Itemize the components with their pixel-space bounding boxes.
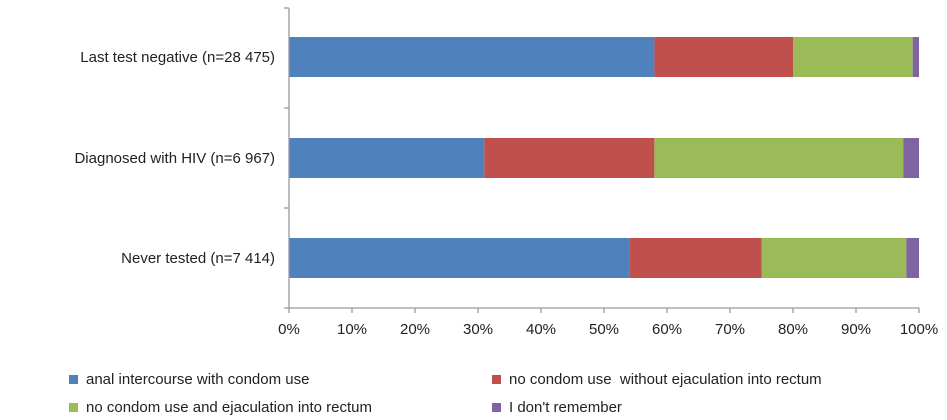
bar-diagnosed-with-hiv-n-6-967-no-condom-use-and-ejaculation-into-rectum	[654, 138, 904, 178]
bar-last-test-negative-n-28-475-anal-intercourse-with-condom-use	[289, 37, 655, 77]
x-tick-label: 30%	[463, 321, 493, 338]
bar-never-tested-n-7-414-no-condom-use-without-ejaculation-into-rectum	[629, 238, 762, 278]
x-tick-label: 70%	[715, 321, 745, 338]
x-tick-label: 90%	[841, 321, 871, 338]
category-label: Diagnosed with HIV (n=6 967)	[74, 150, 275, 167]
x-axis-ticks: 0% 10% 20% 30% 40% 50% 60% 70% 80% 90% 100%	[278, 308, 938, 338]
x-tick-label: 80%	[778, 321, 808, 338]
category-label: Last test negative (n=28 475)	[80, 49, 275, 66]
bar-diagnosed-with-hiv-n-6-967-i-don-t-remember	[903, 138, 919, 178]
x-tick-label: 100%	[900, 321, 938, 338]
bar-last-test-negative-n-28-475-no-condom-use-without-ejaculation-into-rectum	[654, 37, 793, 77]
bar-diagnosed-with-hiv-n-6-967-anal-intercourse-with-condom-use	[289, 138, 485, 178]
x-tick-label: 60%	[652, 321, 682, 338]
y-axis-ticks	[284, 7, 289, 309]
category-labels: Last test negative (n=28 475) Diagnosed w…	[74, 49, 275, 267]
x-tick-label: 50%	[589, 321, 619, 338]
category-label: Never tested (n=7 414)	[121, 250, 275, 267]
bar-last-test-negative-n-28-475-i-don-t-remember	[912, 37, 919, 77]
x-tick-label: 20%	[400, 321, 430, 338]
bars-group	[289, 37, 919, 278]
x-tick-label: 0%	[278, 321, 300, 338]
x-tick-label: 40%	[526, 321, 556, 338]
x-tick-label: 10%	[337, 321, 367, 338]
bar-diagnosed-with-hiv-n-6-967-no-condom-use-without-ejaculation-into-rectum	[484, 138, 655, 178]
bar-never-tested-n-7-414-i-don-t-remember	[906, 238, 919, 278]
bar-last-test-negative-n-28-475-no-condom-use-and-ejaculation-into-rectum	[793, 37, 913, 77]
bar-never-tested-n-7-414-no-condom-use-and-ejaculation-into-rectum	[761, 238, 907, 278]
bar-never-tested-n-7-414-anal-intercourse-with-condom-use	[289, 238, 630, 278]
